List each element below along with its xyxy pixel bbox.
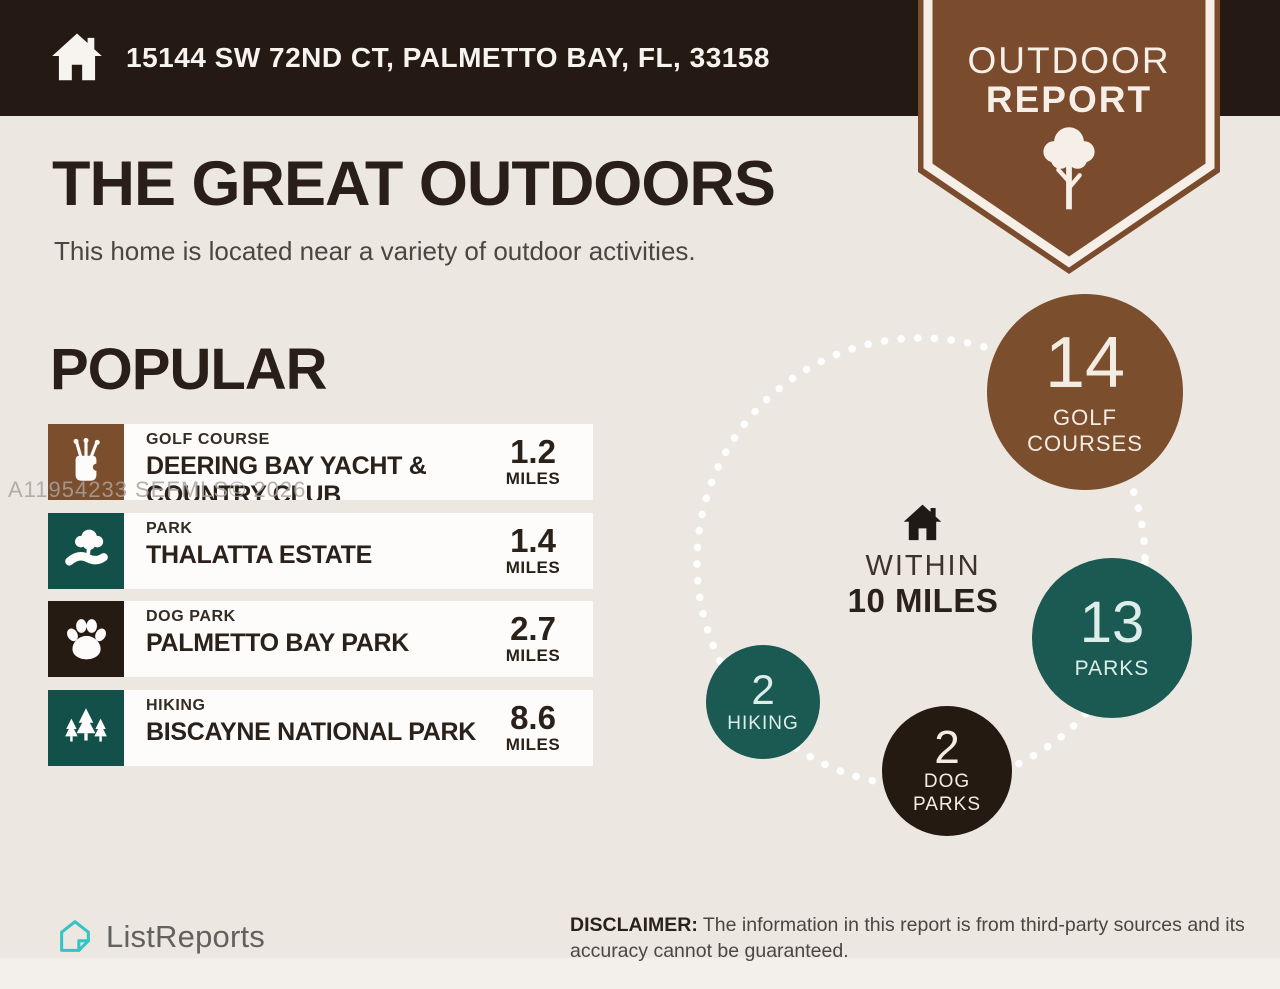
hiking-tile [48, 690, 124, 766]
dog-park-tile [48, 601, 124, 677]
home-icon [899, 499, 946, 546]
golf-bag-icon [73, 438, 100, 481]
tree-icon [1043, 127, 1095, 210]
item-category: HIKING [146, 697, 206, 714]
list-item-dog-park: DOG PARK PALMETTO BAY PARK 2.7 MILES [48, 601, 593, 677]
list-item-golf-course: GOLF COURSE DEERING BAY YACHT & COUNTRY … [48, 424, 593, 500]
disclaimer: DISCLAIMER: The information in this repo… [570, 912, 1250, 965]
stat-bubble-hiking: 2 HIKING [706, 645, 820, 759]
park-icon [65, 529, 108, 566]
item-category: GOLF COURSE [146, 431, 270, 448]
listreports-logo: ListReports [54, 916, 265, 958]
item-name: THALATTA ESTATE [146, 541, 373, 569]
badge-title-line2: REPORT [985, 79, 1153, 120]
popular-heading: POPULAR [50, 337, 328, 402]
listreports-house-icon [60, 920, 90, 952]
bottom-strip [0, 958, 1280, 989]
item-distance: 1.4 MILES [505, 522, 561, 578]
item-distance: 1.2 MILES [505, 433, 561, 489]
home-icon [46, 26, 108, 88]
stat-bubble-golf-courses: 14 GOLF COURSES [987, 294, 1183, 490]
item-name: BISCAYNE NATIONAL PARK [146, 718, 477, 746]
item-distance: 2.7 MILES [505, 610, 561, 666]
mls-watermark: A11954233 SEFMLS© 2026 [8, 477, 307, 502]
park-tile [48, 513, 124, 589]
item-category: PARK [146, 520, 193, 537]
golf-tile [48, 424, 124, 500]
badge-title-line1: OUTDOOR [967, 40, 1171, 81]
item-name: PALMETTO BAY PARK [146, 629, 409, 657]
item-name: DEERING BAY YACHT & COUNTRY CLUB [146, 452, 427, 500]
list-item-park: PARK THALATTA ESTATE 1.4 MILES [48, 513, 593, 589]
radius-label-within: WITHIN [865, 550, 981, 582]
disclaimer-label: DISCLAIMER: [570, 914, 698, 936]
item-category: DOG PARK [146, 608, 236, 625]
item-distance: 8.6 MILES [505, 699, 561, 755]
paw-icon [67, 619, 106, 660]
pine-trees-icon [65, 708, 107, 742]
page-subtitle: This home is located near a variety of o… [54, 236, 696, 266]
page-title: THE GREAT OUTDOORS [52, 149, 776, 219]
stat-bubble-dog-parks: 2 DOG PARKS [882, 706, 1012, 836]
listreports-wordmark: ListReports [106, 919, 265, 954]
radius-label-10-miles: 10 MILES [847, 582, 999, 619]
outdoor-report-badge: OUTDOOR REPORT [918, 0, 1220, 278]
property-address: 15144 SW 72ND CT, PALMETTO BAY, FL, 3315… [126, 42, 770, 73]
disclaimer-text: The information in this report is from t… [570, 914, 1245, 963]
list-item-hiking: HIKING BISCAYNE NATIONAL PARK 8.6 MILES [48, 690, 593, 766]
stat-bubble-parks: 13 PARKS [1032, 558, 1192, 718]
